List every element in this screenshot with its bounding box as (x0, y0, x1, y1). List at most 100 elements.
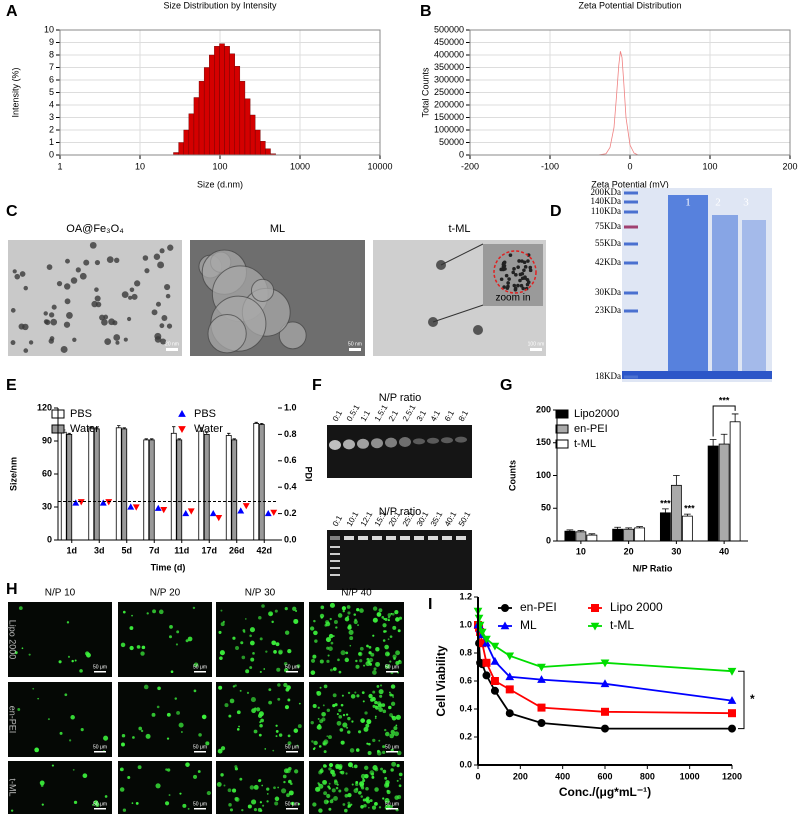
marker (264, 509, 272, 517)
fluorescent-cell (80, 728, 84, 732)
gel-well (414, 536, 424, 540)
fluorescent-cell (322, 779, 327, 785)
fluorescent-cell (344, 616, 350, 622)
fluorescent-cell (375, 647, 380, 652)
scale-bar-label: 50 μm (385, 744, 399, 750)
fluorescent-cell (323, 750, 327, 754)
fluorescent-cell (206, 790, 211, 796)
fluorescent-cell (282, 774, 287, 779)
y-tick-label: 100000 (434, 124, 464, 134)
x-tick-label: 100 (702, 161, 717, 171)
histogram-bar (260, 141, 266, 156)
fluorescent-cell (387, 638, 390, 641)
error-bar (720, 433, 728, 445)
fluorescent-cell (290, 801, 295, 806)
marker (490, 642, 500, 651)
scale-bar (194, 751, 206, 753)
bar (198, 430, 205, 541)
nanoparticle (521, 286, 525, 291)
fluorescent-cell (398, 660, 402, 665)
nanoparticle (508, 253, 513, 257)
fluorescent-cell (218, 685, 223, 690)
marker (474, 614, 484, 623)
fluorescent-cell (256, 707, 261, 712)
fluorescent-cell (395, 714, 401, 720)
fluorescent-cell (368, 651, 372, 655)
nanoparticle (10, 340, 16, 346)
fluorescent-cell (382, 709, 387, 714)
fluorescent-cell (397, 750, 402, 756)
fluorescent-cell (372, 738, 376, 743)
fluorescent-cell (382, 623, 387, 628)
fluorescent-cell (274, 609, 278, 613)
y-tick-label: 0.8 (459, 647, 472, 657)
fluorescent-cell (366, 742, 369, 745)
ladder-band (330, 567, 340, 569)
y-tick-label: 0.2 (284, 508, 297, 518)
fluorescent-cell (355, 664, 360, 669)
fluorescent-cell (258, 779, 262, 783)
fluorescent-cell (179, 792, 182, 795)
fluorescent-cell (140, 729, 144, 733)
fluorescent-cell (198, 733, 202, 737)
marker (600, 679, 610, 688)
fluorescent-cell (355, 748, 360, 752)
fluorescent-cell (347, 762, 353, 768)
legend-swatch (555, 424, 569, 434)
fluorescent-cell (185, 639, 189, 643)
histogram-bar (254, 129, 261, 156)
y-tick-label: 300000 (434, 74, 464, 84)
fluorescent-cell (66, 621, 70, 624)
error-bar (172, 426, 176, 434)
inset-label: zoom in (495, 293, 530, 304)
fluorescent-cell (251, 708, 257, 714)
fluorescent-cell (268, 688, 272, 692)
nanoparticle (60, 345, 68, 353)
scale-bar-label: 50 μm (193, 744, 207, 750)
scale-bar (94, 808, 106, 810)
y-tick-label: 0.0 (284, 534, 297, 544)
x-tick-label: 100 (212, 161, 227, 171)
scale-bar (194, 808, 206, 810)
marker (127, 503, 135, 510)
ladder-band (330, 546, 340, 548)
x-tick-label: 400 (555, 771, 570, 781)
fluorescent-cell (346, 726, 349, 729)
fluorescent-cell (347, 611, 351, 615)
fluorescent-cell (353, 619, 358, 625)
marker-label: 23KDa (595, 305, 621, 315)
fluorescent-cell (275, 642, 280, 647)
nanoparticle (127, 316, 132, 322)
fluorescent-cell (346, 615, 350, 618)
fluorescent-cell (363, 726, 369, 732)
fluorescent-cell (58, 660, 62, 664)
significance-bracket (712, 405, 736, 437)
nanoparticle (19, 271, 26, 277)
fluorescent-cell (348, 629, 354, 635)
x-tick-label: 10 (135, 161, 145, 171)
nanoparticle (101, 318, 108, 326)
ladder-band (330, 553, 340, 555)
fluorescent-cell (396, 764, 400, 768)
x-tick-label: 7d (149, 545, 160, 555)
marker-band (624, 210, 638, 214)
y-tick-label: 450000 (434, 37, 464, 47)
fluorescent-cell (390, 768, 394, 772)
fluorescent-cell (371, 696, 376, 702)
fluorescent-cell (336, 713, 339, 716)
lane-label: 3:1 (415, 408, 429, 423)
lane-label: 0:1 (331, 513, 345, 528)
nanoparticle (103, 314, 109, 320)
y-tick-label: 0.8 (284, 429, 297, 439)
nanoparticle (159, 323, 165, 329)
nanoparticle (512, 267, 516, 271)
marker (727, 667, 737, 676)
marker (72, 499, 80, 506)
x-tick-label: 1d (66, 545, 77, 555)
fluorescent-cell (391, 612, 395, 616)
fluorescent-cell (259, 801, 263, 804)
marker (270, 509, 278, 516)
x-tick-label: 5d (121, 545, 132, 555)
fluorescent-cell (374, 802, 378, 806)
y-tick-label: 50 (541, 503, 551, 513)
